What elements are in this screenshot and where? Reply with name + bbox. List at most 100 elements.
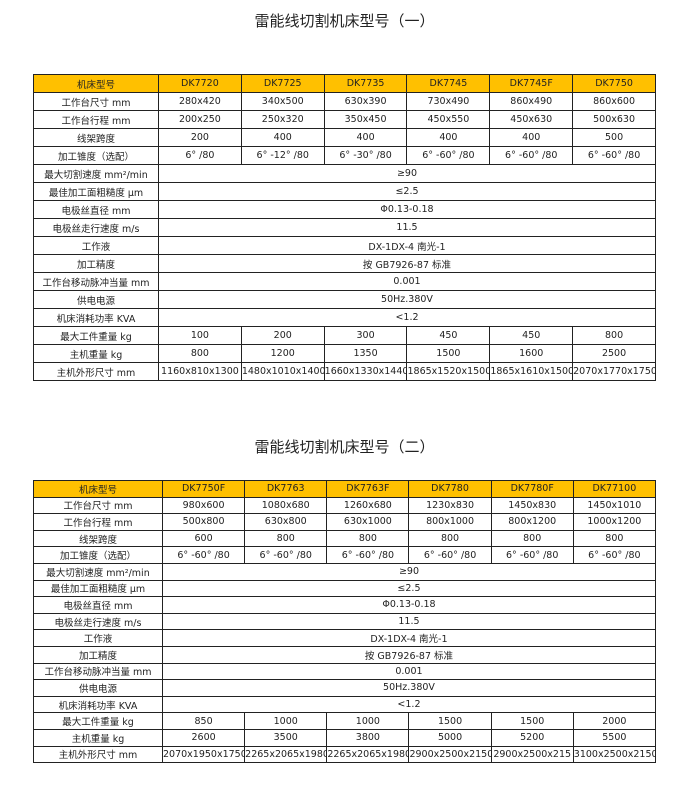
cell-value: 2000	[572, 712, 656, 730]
spec-table-2: 机床型号 DK7750F DK7763 DK7763F DK7780 DK7780F DK7…	[33, 480, 656, 764]
table-row: 工作台移动脉冲当量 mm 0.001	[33, 272, 656, 291]
table-row: 供电电源 50Hz.380V	[33, 290, 656, 309]
table-row: 工作液 DX-1DX-4 南光-1	[33, 236, 656, 255]
cell-value: 800	[158, 344, 242, 363]
merged-value: 按 GB7926-87 标准	[162, 645, 656, 664]
cell-value: 450	[489, 326, 574, 345]
cell-value: 6° -60° /80	[490, 546, 574, 564]
cell-value: 2265x2065x1980	[244, 745, 328, 764]
cell-value: 6° -60° /80	[244, 546, 328, 564]
row-label: 最佳加工面粗糙度 μm	[33, 182, 159, 201]
cell-value: 800	[572, 326, 656, 345]
cell-value: 1500	[406, 344, 491, 363]
table-row: 加工锥度（选配） 6° /80 6° -12° /80 6° -30° /80 6° -…	[33, 146, 656, 165]
model-header: DK7745	[406, 74, 491, 93]
row-label: 线架跨度	[33, 529, 163, 548]
merged-value: 50Hz.380V	[162, 679, 656, 697]
row-label: 最大工件重量 kg	[33, 712, 163, 730]
table-1-title: 雷能线切割机床型号（一）	[254, 12, 435, 30]
table-row: 主机重量 kg 2600 3500 3800 5000 5200 5500	[33, 728, 656, 747]
header-row: 机床型号 DK7750F DK7763 DK7763F DK7780 DK7780F DK7…	[33, 480, 656, 498]
merged-value: ≥90	[162, 562, 656, 581]
cell-value: 1865x1520x1500	[406, 362, 491, 381]
table-row: 加工锥度（选配） 6° -60° /80 6° -60° /80 6° -60° /8…	[33, 546, 656, 564]
cell-value: 400	[240, 128, 325, 147]
cell-value: 1480x1010x1400	[240, 362, 325, 381]
cell-value: 5500	[572, 728, 656, 747]
table-2-title: 雷能线切割机床型号（二）	[254, 438, 435, 456]
table-row: 工作台尺寸 mm 980x600 1080x680 1260x680 1230x830 1…	[33, 496, 656, 515]
row-label: 工作台移动脉冲当量 mm	[33, 272, 159, 291]
model-header: DK7735	[323, 74, 408, 93]
cell-value: 800x1000	[408, 513, 492, 531]
cell-value: 2500	[572, 344, 656, 363]
cell-value: 1230x830	[408, 496, 492, 515]
cell-value: 2900x2500x2150	[408, 745, 492, 764]
cell-value: 400	[489, 128, 574, 147]
cell-value: 600	[161, 529, 246, 548]
cell-value: 800	[572, 529, 656, 548]
row-label: 工作台移动脉冲当量 mm	[33, 662, 163, 681]
row-label: 加工锥度（选配）	[33, 546, 163, 564]
row-label: 主机外形尺寸 mm	[33, 362, 159, 381]
row-label: 工作台尺寸 mm	[33, 496, 163, 515]
cell-value: 500x630	[572, 110, 656, 129]
cell-value: 6° -60° /80	[161, 546, 246, 564]
table-row: 电极丝走行速度 m/s 11.5	[33, 612, 656, 631]
table-row: 机床消耗功率 KVA <1.2	[33, 308, 656, 327]
merged-value: 0.001	[162, 662, 656, 681]
row-label: 加工锥度（选配）	[33, 146, 159, 165]
model-header: DK77100	[572, 480, 656, 498]
cell-value: 3100x2500x2150	[572, 745, 656, 764]
table-row: 工作台移动脉冲当量 mm 0.001	[33, 662, 656, 681]
cell-value: 2600	[161, 728, 246, 747]
cell-value: 6° -60° /80	[489, 146, 574, 165]
row-label: 电极丝直径 mm	[33, 596, 163, 614]
row-label: 最佳加工面粗糙度 μm	[33, 579, 163, 598]
table-row: 工作液 DX-1DX-4 南光-1	[33, 629, 656, 647]
cell-value: 3800	[326, 728, 410, 747]
merged-value: 11.5	[158, 218, 656, 237]
cell-value: 6° -12° /80	[240, 146, 325, 165]
cell-value: 1000x1200	[572, 513, 656, 531]
cell-value: 630x1000	[326, 513, 410, 531]
merged-value: DX-1DX-4 南光-1	[162, 629, 656, 647]
model-header: DK7750	[572, 74, 656, 93]
model-header: DK7763	[244, 480, 328, 498]
cell-value: 2070x1950x1750	[161, 745, 246, 764]
cell-value: 860x600	[572, 92, 656, 111]
row-label: 主机重量 kg	[33, 728, 163, 747]
table-row: 电极丝直径 mm Φ0.13-0.18	[33, 200, 656, 219]
table-row: 主机外形尺寸 mm 2070x1950x1750 2265x2065x1980 226…	[33, 745, 656, 764]
cell-value: 1660x1330x1440	[323, 362, 408, 381]
cell-value: 300	[323, 326, 408, 345]
cell-value: 1000	[326, 712, 410, 730]
cell-value: 6° -60° /80	[406, 146, 491, 165]
header-row: 机床型号 DK7720 DK7725 DK7735 DK7745 DK7745F DK775…	[33, 74, 656, 93]
merged-value: 50Hz.380V	[158, 290, 656, 309]
merged-value: ≥90	[158, 164, 656, 183]
merged-value: <1.2	[162, 695, 656, 714]
row-label: 最大切割速度 mm²/min	[33, 164, 159, 183]
merged-value: 按 GB7926-87 标准	[158, 254, 656, 273]
row-label: 工作台行程 mm	[33, 110, 159, 129]
cell-value: 800	[408, 529, 492, 548]
model-header: DK7725	[240, 74, 325, 93]
cell-value: 450x550	[406, 110, 491, 129]
table-row: 最大工件重量 kg 850 1000 1000 1500 1500 2000	[33, 712, 656, 730]
merged-value: Φ0.13-0.18	[158, 200, 656, 219]
merged-value: ≤2.5	[162, 579, 656, 598]
model-header: DK7750F	[161, 480, 246, 498]
cell-value: 200	[158, 128, 242, 147]
table-row: 最大切割速度 mm²/min ≥90	[33, 562, 656, 581]
cell-value: 500x800	[161, 513, 246, 531]
cell-value: 1500	[490, 712, 574, 730]
merged-value: ≤2.5	[158, 182, 656, 201]
cell-value: 6° -60° /80	[326, 546, 410, 564]
row-label: 电极丝直径 mm	[33, 200, 159, 219]
cell-value: 1600	[489, 344, 574, 363]
header-label: 机床型号	[33, 480, 163, 498]
cell-value: 860x490	[489, 92, 574, 111]
cell-value: 250x320	[240, 110, 325, 129]
cell-value: 630x800	[244, 513, 328, 531]
